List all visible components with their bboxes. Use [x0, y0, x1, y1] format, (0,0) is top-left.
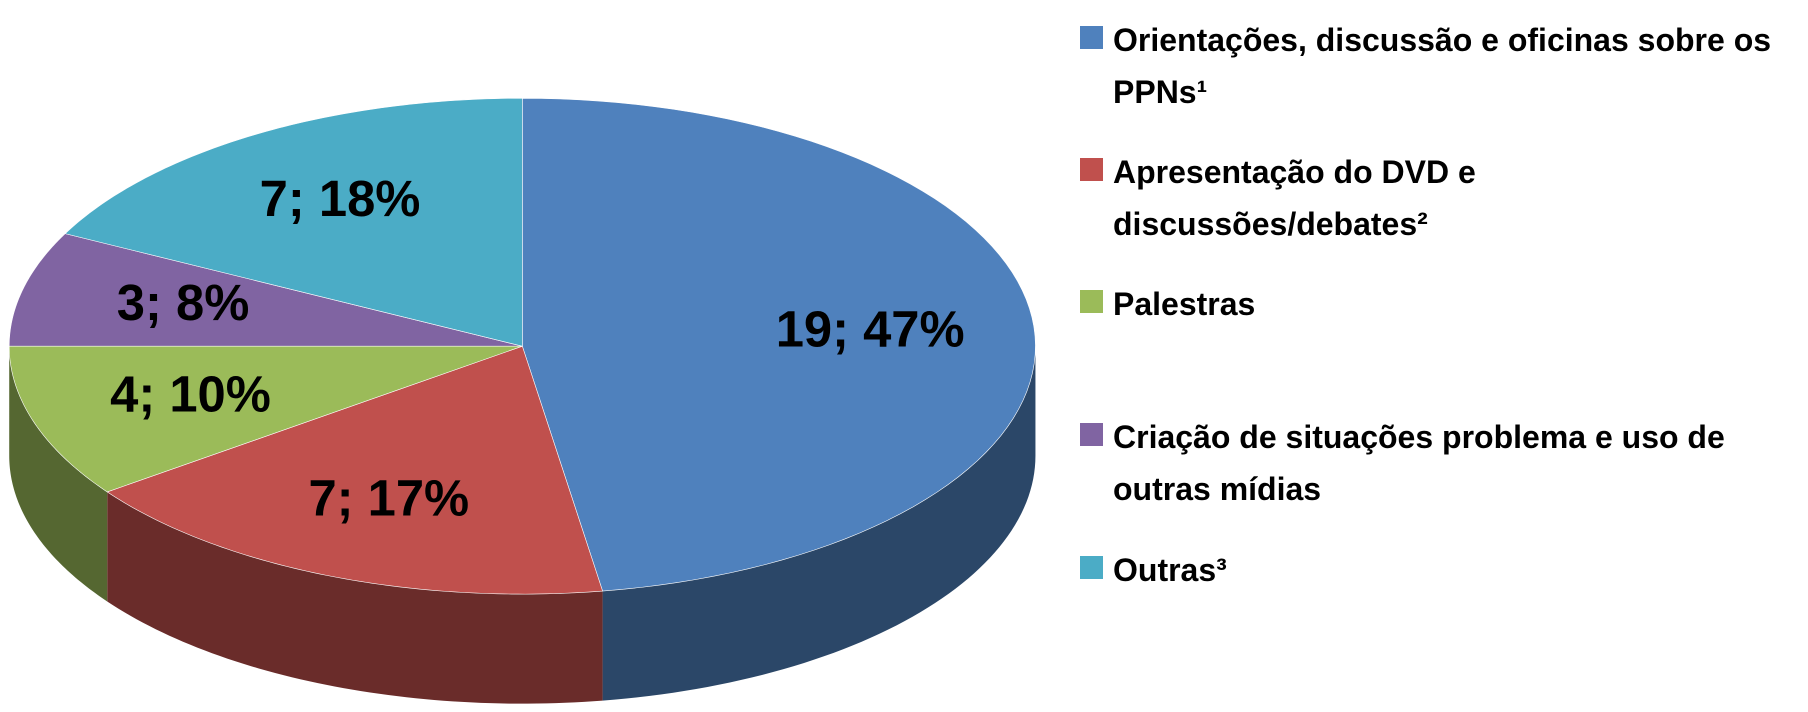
legend-item: Apresentação do DVD e discussões/debates…: [1080, 146, 1795, 250]
legend-swatch: [1080, 158, 1103, 181]
legend-label: Apresentação do DVD e discussões/debates…: [1113, 154, 1476, 242]
legend-label: Outras³: [1113, 552, 1227, 588]
legend-swatch: [1080, 423, 1103, 446]
legend-item: Outras³: [1080, 544, 1795, 596]
legend-item: Criação de situações problema e uso de o…: [1080, 411, 1795, 515]
legend-label: Palestras: [1113, 286, 1256, 322]
slice: [8, 345, 523, 493]
legend-item: Palestras: [1080, 278, 1795, 330]
slice-side: [9, 346, 108, 602]
data-label: 19; 47%: [776, 300, 965, 357]
legend-swatch: [1080, 26, 1103, 49]
slice-side: [602, 346, 1036, 701]
slice: [106, 345, 603, 595]
legend-label: Orientações, discussão e oficinas sobre …: [1113, 22, 1772, 110]
slice: [8, 233, 523, 347]
data-label: 7; 18%: [260, 170, 421, 227]
legend-label: Criação de situações problema e uso de o…: [1113, 419, 1725, 507]
legend-swatch: [1080, 290, 1103, 313]
data-label: 3; 8%: [117, 274, 250, 331]
legend-swatch: [1080, 556, 1103, 579]
data-label: 4; 10%: [110, 366, 271, 423]
data-label: 7; 17%: [308, 469, 469, 526]
legend-item: Orientações, discussão e oficinas sobre …: [1080, 14, 1795, 118]
slice-side: [107, 491, 603, 704]
slice: [522, 97, 1036, 592]
slice: [64, 98, 523, 347]
